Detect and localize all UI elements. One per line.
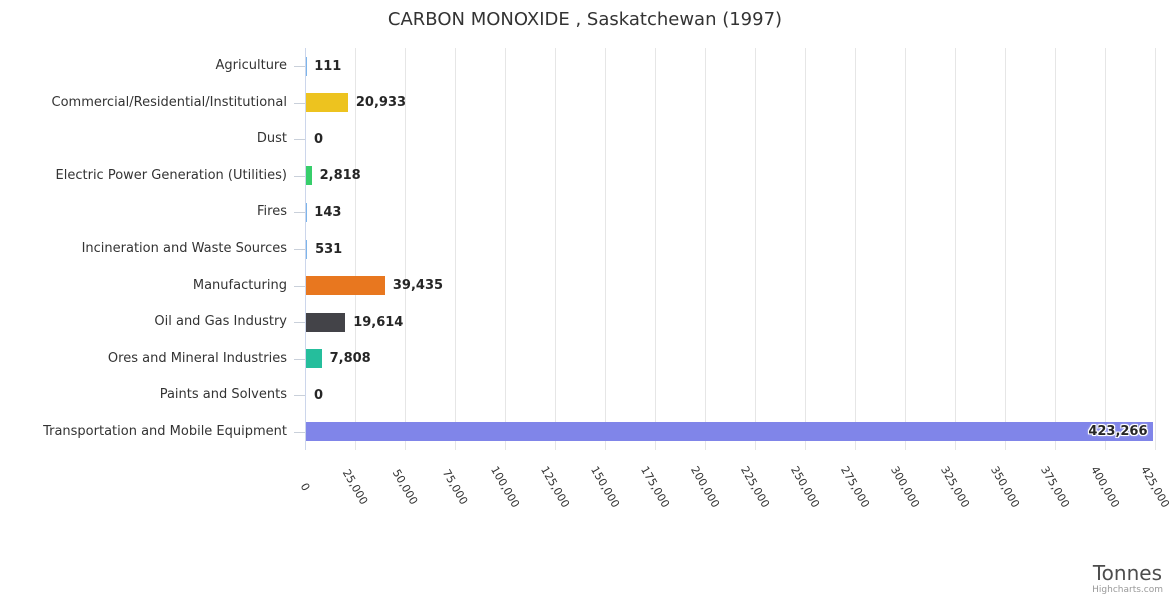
- value-label: 423,266: [1088, 424, 1148, 440]
- value-label: 143: [314, 205, 342, 220]
- category-tick-mark: [294, 395, 305, 396]
- x-axis-title: Tonnes: [1092, 561, 1162, 585]
- x-axis-tick-label: 25,000: [339, 467, 371, 507]
- x-axis-tick-label: 200,000: [687, 464, 723, 510]
- gridline: [905, 48, 906, 450]
- value-label: 7,808: [329, 351, 371, 367]
- category-label: Agriculture: [215, 58, 288, 74]
- highcharts-credit[interactable]: Highcharts.com: [1092, 585, 1163, 595]
- gridline: [755, 48, 756, 450]
- category-tick-mark: [294, 432, 305, 433]
- category-tick-mark: [294, 139, 305, 140]
- y-axis-line: [305, 48, 306, 450]
- x-axis-tick-label: 125,000: [537, 464, 573, 510]
- value-label: 531: [315, 241, 343, 257]
- value-label: 111: [314, 58, 342, 74]
- category-tick-mark: [294, 322, 305, 323]
- category-label: Paints and Solvents: [159, 387, 287, 403]
- category-label: Fires: [257, 204, 287, 220]
- x-axis-tick-label: 425,000: [1137, 464, 1170, 510]
- gridline: [955, 48, 956, 450]
- gridline: [1055, 48, 1056, 450]
- value-label: 20,933: [355, 95, 407, 111]
- gridline: [655, 48, 656, 450]
- category-tick-mark: [294, 286, 305, 287]
- value-label: 0: [314, 387, 324, 403]
- bar[interactable]: [306, 349, 322, 369]
- x-axis-tick-label: 350,000: [987, 464, 1023, 510]
- value-label: 2,818: [319, 168, 361, 184]
- category-label: Incineration and Waste Sources: [81, 241, 287, 256]
- x-axis-tick-label: 375,000: [1037, 464, 1073, 510]
- x-axis-tick-label: 250,000: [787, 464, 823, 510]
- gridline: [855, 48, 856, 450]
- x-axis-tick-label: 300,000: [887, 464, 923, 510]
- bar[interactable]: [306, 166, 312, 186]
- gridline: [605, 48, 606, 450]
- gridline: [805, 48, 806, 450]
- category-label: Manufacturing: [192, 277, 287, 293]
- x-axis-tick-label: 325,000: [937, 464, 973, 510]
- category-tick-mark: [294, 176, 305, 177]
- x-axis-tick-label: 50,000: [389, 467, 421, 507]
- chart-title: CARBON MONOXIDE , Saskatchewan (1997): [387, 9, 783, 30]
- gridline: [355, 48, 356, 450]
- category-label: Ores and Mineral Industries: [107, 350, 287, 366]
- bar[interactable]: [306, 276, 385, 295]
- gridline: [505, 48, 506, 450]
- x-axis-tick-label: 0: [297, 480, 313, 494]
- gridline: [1005, 48, 1006, 450]
- x-axis-tick-label: 400,000: [1087, 464, 1123, 510]
- category-tick-mark: [294, 359, 305, 360]
- value-label: 0: [314, 131, 324, 147]
- category-label: Transportation and Mobile Equipment: [43, 423, 287, 439]
- category-tick-mark: [294, 212, 305, 213]
- gridline: [1105, 48, 1106, 450]
- x-axis-tick-label: 275,000: [837, 464, 873, 510]
- gridline: [405, 48, 406, 450]
- gridline: [1155, 48, 1156, 450]
- x-axis-tick-label: 150,000: [587, 464, 623, 510]
- x-axis-tick-label: 225,000: [737, 464, 773, 510]
- category-label: Dust: [256, 131, 287, 147]
- bar[interactable]: [306, 422, 1153, 442]
- category-label: Electric Power Generation (Utilities): [55, 167, 287, 183]
- category-label: Oil and Gas Industry: [154, 314, 287, 330]
- value-label: 39,435: [392, 278, 444, 293]
- category-tick-mark: [294, 66, 305, 67]
- x-axis-tick-label: 100,000: [487, 464, 523, 510]
- bar[interactable]: [306, 312, 346, 332]
- gridline: [705, 48, 706, 450]
- x-axis-tick-label: 75,000: [439, 467, 471, 507]
- gridline: [555, 48, 556, 450]
- category-tick-mark: [294, 103, 305, 104]
- category-label: Commercial/Residential/Institutional: [51, 94, 288, 110]
- value-label: 19,614: [353, 314, 404, 330]
- bar[interactable]: [306, 93, 348, 113]
- x-axis-tick-label: 175,000: [637, 464, 673, 510]
- gridline: [455, 48, 456, 450]
- bar[interactable]: [306, 239, 308, 259]
- category-tick-mark: [294, 249, 305, 250]
